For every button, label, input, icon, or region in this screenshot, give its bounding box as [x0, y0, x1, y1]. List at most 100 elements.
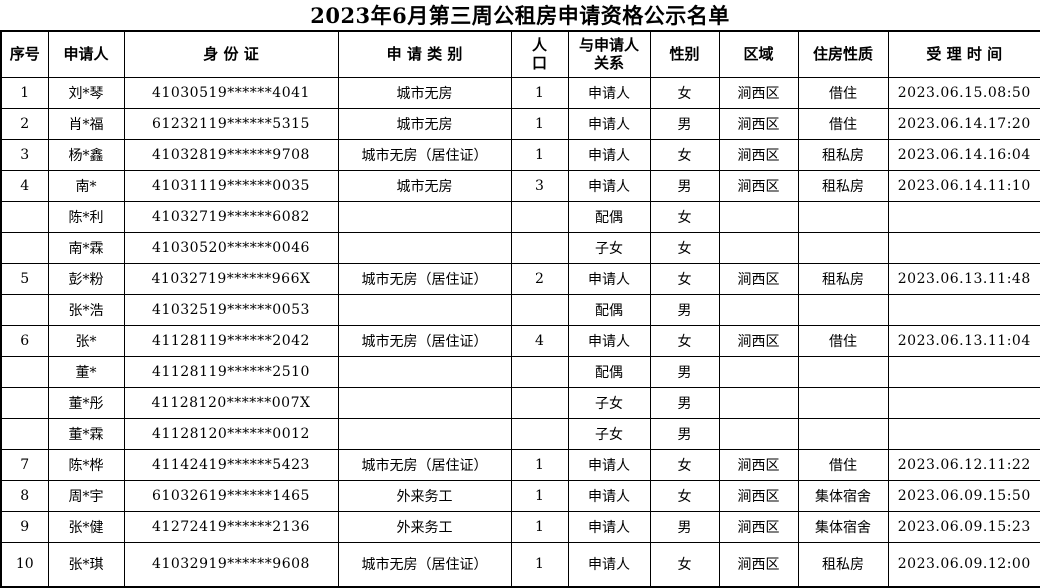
cell-category [337, 231, 512, 264]
header-row: 序号 申请人身 份 证申 请 类 别人 口与申请人 关系 性别 区域 住房性质受 理 时… [0, 30, 1040, 78]
cell-seq: 9 [0, 510, 49, 543]
cell-id: 41032819******9708 [123, 138, 339, 171]
cell-category: 城市无房（居住证） [337, 541, 512, 588]
cell-time: 2023.06.14.16:04 [887, 138, 1040, 171]
cell-applicant: 陈*利 [47, 200, 125, 233]
cell-region: 涧西区 [718, 448, 799, 481]
cell-population [510, 200, 569, 233]
page-title: 2023年6月第三周公租房申请资格公示名单 [310, 3, 730, 28]
cell-population [510, 355, 569, 388]
cell-housing: 集体宿舍 [797, 510, 889, 543]
cell-seq: 1 [0, 76, 49, 109]
cell-relation: 子女 [567, 386, 651, 419]
cell-housing: 租私房 [797, 262, 889, 295]
cell-gender: 女 [649, 324, 720, 357]
cell-applicant: 张*琪 [47, 541, 125, 588]
cell-id: 41272419******2136 [123, 510, 339, 543]
cell-region [718, 231, 799, 264]
cell-region: 涧西区 [718, 324, 799, 357]
cell-category [337, 293, 512, 326]
cell-housing [797, 386, 889, 419]
cell-seq: 6 [0, 324, 49, 357]
cell-category: 城市无房 [337, 107, 512, 140]
cell-region: 涧西区 [718, 262, 799, 295]
cell-id: 41032919******9608 [123, 541, 339, 588]
cell-region [718, 200, 799, 233]
cell-category [337, 355, 512, 388]
cell-housing: 集体宿舍 [797, 479, 889, 512]
table-row: 董* 41128119******2510 配偶男 [0, 355, 1040, 388]
cell-gender: 男 [649, 107, 720, 140]
cell-region: 涧西区 [718, 76, 799, 109]
cell-id: 41128119******2510 [123, 355, 339, 388]
cell-seq: 7 [0, 448, 49, 481]
cell-relation: 申请人 [567, 324, 651, 357]
cell-time: 2023.06.13.11:04 [887, 324, 1040, 357]
cell-time [887, 231, 1040, 264]
table-row: 2 肖*福 61232119******5315 城市无房 1 申请人男涧西区 借住 2023… [0, 107, 1040, 140]
cell-applicant: 董*霖 [47, 417, 125, 450]
table-row: 陈*利 41032719******6082 配偶女 [0, 200, 1040, 233]
cell-category: 城市无房（居住证） [337, 448, 512, 481]
cell-population [510, 417, 569, 450]
cell-category: 城市无房 [337, 76, 512, 109]
col-header-gender: 性别 [649, 30, 720, 78]
cell-category: 城市无房（居住证） [337, 324, 512, 357]
col-header-category: 申 请 类 别 [337, 30, 512, 78]
cell-relation: 配偶 [567, 200, 651, 233]
table-row: 5 彭*粉 41032719******966X 城市无房（居住证） 2 申请人女涧西区租… [0, 262, 1040, 295]
cell-applicant: 陈*桦 [47, 448, 125, 481]
cell-category [337, 417, 512, 450]
cell-population: 1 [510, 107, 569, 140]
cell-relation: 申请人 [567, 76, 651, 109]
cell-time [887, 200, 1040, 233]
cell-seq: 2 [0, 107, 49, 140]
cell-housing [797, 231, 889, 264]
col-header-housing: 住房性质 [797, 30, 889, 78]
table-row: 南*霖 41030520******0046 子女女 [0, 231, 1040, 264]
table-row: 董*霖 41128120******0012 子女男 [0, 417, 1040, 450]
cell-population: 4 [510, 324, 569, 357]
cell-applicant: 董*彤 [47, 386, 125, 419]
cell-gender: 男 [649, 386, 720, 419]
table-row: 7 陈*桦 41142419******5423 城市无房（居住证） 1 申请人女涧西区借… [0, 448, 1040, 481]
cell-applicant: 彭*粉 [47, 262, 125, 295]
cell-id: 41031119******0035 [123, 169, 339, 202]
cell-seq [0, 231, 49, 264]
cell-relation: 申请人 [567, 479, 651, 512]
table-row: 1 刘*琴 41030519******4041 城市无房 1 申请人女涧西区 借住 2023… [0, 76, 1040, 109]
cell-applicant: 杨*鑫 [47, 138, 125, 171]
cell-population: 1 [510, 479, 569, 512]
cell-applicant: 肖*福 [47, 107, 125, 140]
cell-relation: 配偶 [567, 293, 651, 326]
cell-id: 61232119******5315 [123, 107, 339, 140]
cell-gender: 女 [649, 262, 720, 295]
cell-category: 外来务工 [337, 510, 512, 543]
cell-seq: 3 [0, 138, 49, 171]
cell-applicant: 张*健 [47, 510, 125, 543]
table-row: 9 张*健 41272419******2136 外来务工 1 申请人男涧西区 集体宿舍 20… [0, 510, 1040, 543]
cell-category [337, 200, 512, 233]
cell-time: 2023.06.12.11:22 [887, 448, 1040, 481]
cell-housing [797, 200, 889, 233]
cell-relation: 配偶 [567, 355, 651, 388]
cell-applicant: 南* [47, 169, 125, 202]
cell-region: 涧西区 [718, 510, 799, 543]
cell-gender: 女 [649, 448, 720, 481]
col-header-population: 人 口 [510, 30, 569, 78]
cell-gender: 女 [649, 479, 720, 512]
cell-relation: 申请人 [567, 262, 651, 295]
cell-time: 2023.06.09.12:00 [887, 541, 1040, 588]
cell-time [887, 386, 1040, 419]
housing-roster-table: 序号 申请人身 份 证申 请 类 别人 口与申请人 关系 性别 区域 住房性质受 理 时… [0, 30, 1040, 588]
cell-time: 2023.06.15.08:50 [887, 76, 1040, 109]
cell-applicant: 南*霖 [47, 231, 125, 264]
table-body: 1 刘*琴 41030519******4041 城市无房 1 申请人女涧西区 借住 2023… [0, 76, 1040, 588]
cell-gender: 男 [649, 355, 720, 388]
cell-id: 41128120******007X [123, 386, 339, 419]
cell-seq: 4 [0, 169, 49, 202]
cell-applicant: 张* [47, 324, 125, 357]
cell-gender: 女 [649, 541, 720, 588]
cell-housing [797, 417, 889, 450]
